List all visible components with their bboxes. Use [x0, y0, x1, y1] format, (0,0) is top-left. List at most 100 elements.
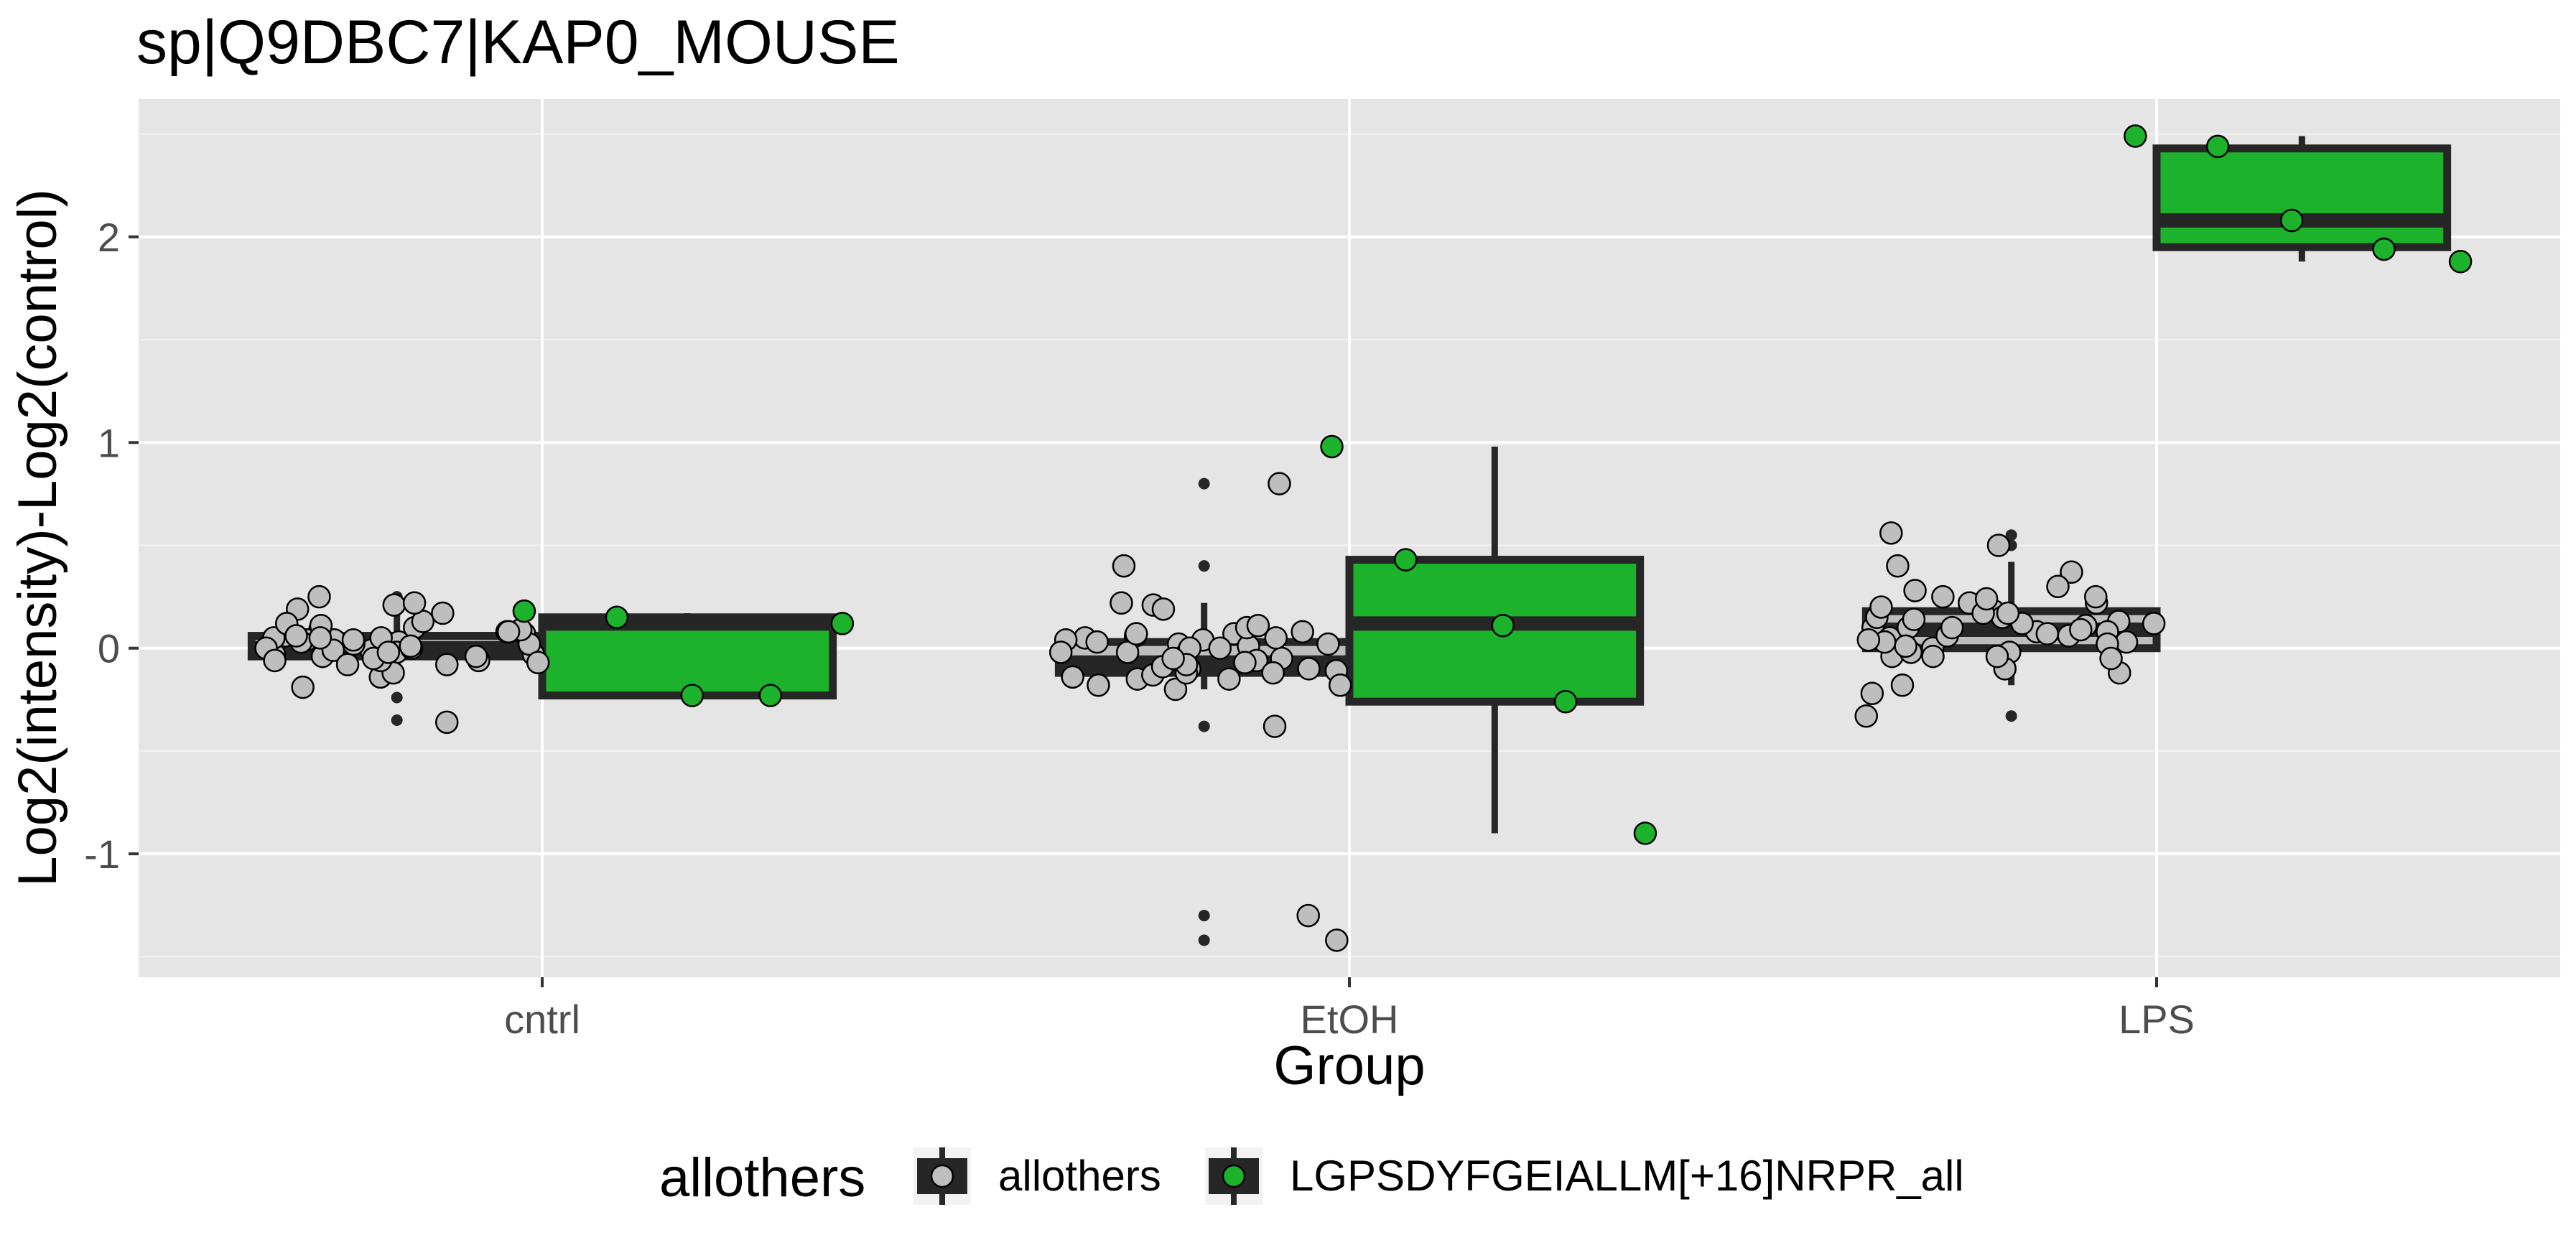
legend-key-point: [930, 1164, 954, 1188]
data-point: [2372, 237, 2396, 261]
data-point: [307, 584, 331, 609]
data-point: [402, 591, 427, 615]
data-point: [1974, 587, 1999, 611]
data-point: [464, 644, 488, 668]
data-point: [680, 684, 705, 707]
data-point: [1316, 632, 1340, 656]
data-point: [399, 634, 422, 658]
data-point: [435, 653, 459, 676]
data-point: [2448, 250, 2473, 274]
legend-label-peptide: LGPSDYFGEIALLM[+16]NRPR_all: [1290, 1152, 1964, 1200]
data-point: [1110, 591, 1133, 615]
outlier-point: [391, 691, 403, 704]
data-point: [1890, 674, 1915, 697]
data-point: [1886, 554, 1910, 578]
data-point: [1296, 903, 1320, 928]
x-tick-label: EtOH: [1301, 997, 1399, 1042]
data-point: [284, 624, 308, 648]
data-point: [1087, 674, 1110, 697]
data-point: [1112, 554, 1136, 578]
data-point: [2046, 574, 2070, 599]
points-layer: [254, 124, 2473, 952]
data-point: [434, 710, 459, 735]
outlier-point: [2005, 529, 2017, 541]
data-point: [382, 593, 406, 617]
data-point: [2083, 584, 2108, 609]
data-point: [830, 612, 855, 635]
x-axis: cntrl EtOH LPS: [504, 977, 2195, 1042]
outlier-point: [1198, 477, 1210, 490]
data-point: [1633, 821, 1657, 845]
y-tick-label: 1: [98, 420, 120, 465]
data-point: [1085, 630, 1109, 654]
data-point: [1985, 644, 2009, 668]
outlier-point: [1198, 934, 1210, 946]
data-point: [335, 653, 360, 676]
data-point: [2205, 134, 2230, 159]
x-axis-label: Group: [1273, 1035, 1425, 1096]
data-point: [1263, 714, 1287, 738]
chart-title: sp|Q9DBC7|KAP0_MOUSE: [136, 8, 900, 77]
legend-key-peptide: [1205, 1147, 1263, 1205]
data-point: [1268, 472, 1291, 495]
data-point: [1394, 548, 1418, 572]
outlier-point: [1198, 910, 1210, 922]
data-point: [2060, 560, 2083, 584]
legend-key-allothers: [913, 1147, 971, 1205]
y-axis: -1 0 1 2: [84, 215, 139, 877]
data-point: [2069, 618, 2093, 642]
box-cntrl-1: [538, 613, 837, 700]
data-point: [376, 640, 401, 664]
data-point: [1931, 584, 1955, 609]
y-tick-label: 0: [98, 626, 120, 671]
data-point: [1856, 628, 1881, 652]
data-point: [1048, 640, 1073, 664]
data-point: [263, 648, 287, 673]
y-tick-label: -1: [84, 831, 120, 877]
data-point: [1233, 651, 1257, 675]
data-point: [1921, 644, 1945, 668]
data-point: [2114, 630, 2139, 654]
data-point: [1869, 595, 1893, 619]
x-tick-label: LPS: [2119, 997, 2195, 1042]
legend-label-allothers: allothers: [998, 1152, 1161, 1200]
data-point: [1894, 634, 1917, 658]
data-point: [308, 626, 333, 650]
data-point: [1325, 928, 1349, 952]
data-point: [1151, 597, 1176, 621]
data-point: [1163, 677, 1188, 702]
data-point: [1320, 434, 1344, 459]
data-point: [1940, 615, 1964, 640]
data-point: [431, 601, 455, 625]
box-body: [2152, 144, 2452, 251]
data-point: [1553, 689, 1578, 714]
data-point: [512, 599, 536, 623]
data-point: [1328, 674, 1352, 697]
data-point: [2142, 612, 2166, 635]
data-point: [605, 605, 629, 630]
data-point: [1986, 533, 2011, 557]
data-point: [1903, 579, 1927, 602]
outlier-point: [1198, 560, 1210, 572]
data-point: [1491, 613, 1515, 638]
data-point: [1297, 657, 1321, 681]
data-point: [1125, 622, 1148, 646]
data-point: [758, 684, 783, 707]
outlier-point: [2005, 710, 2017, 722]
data-point: [341, 628, 366, 652]
data-point: [1217, 667, 1241, 691]
data-point: [496, 620, 521, 644]
data-point: [291, 675, 315, 699]
data-point: [1854, 704, 1878, 728]
data-point: [526, 651, 550, 675]
data-point: [1860, 681, 1884, 705]
y-tick-label: 2: [98, 215, 120, 260]
data-point: [1246, 613, 1270, 638]
legend: allothers allothers LGPSDYFGEIALLM[+16]N…: [659, 1147, 1964, 1208]
data-point: [2035, 622, 2060, 646]
legend-key-point: [1222, 1164, 1246, 1188]
data-point: [1291, 620, 1314, 644]
data-point: [2099, 646, 2123, 671]
data-point: [1264, 626, 1288, 650]
